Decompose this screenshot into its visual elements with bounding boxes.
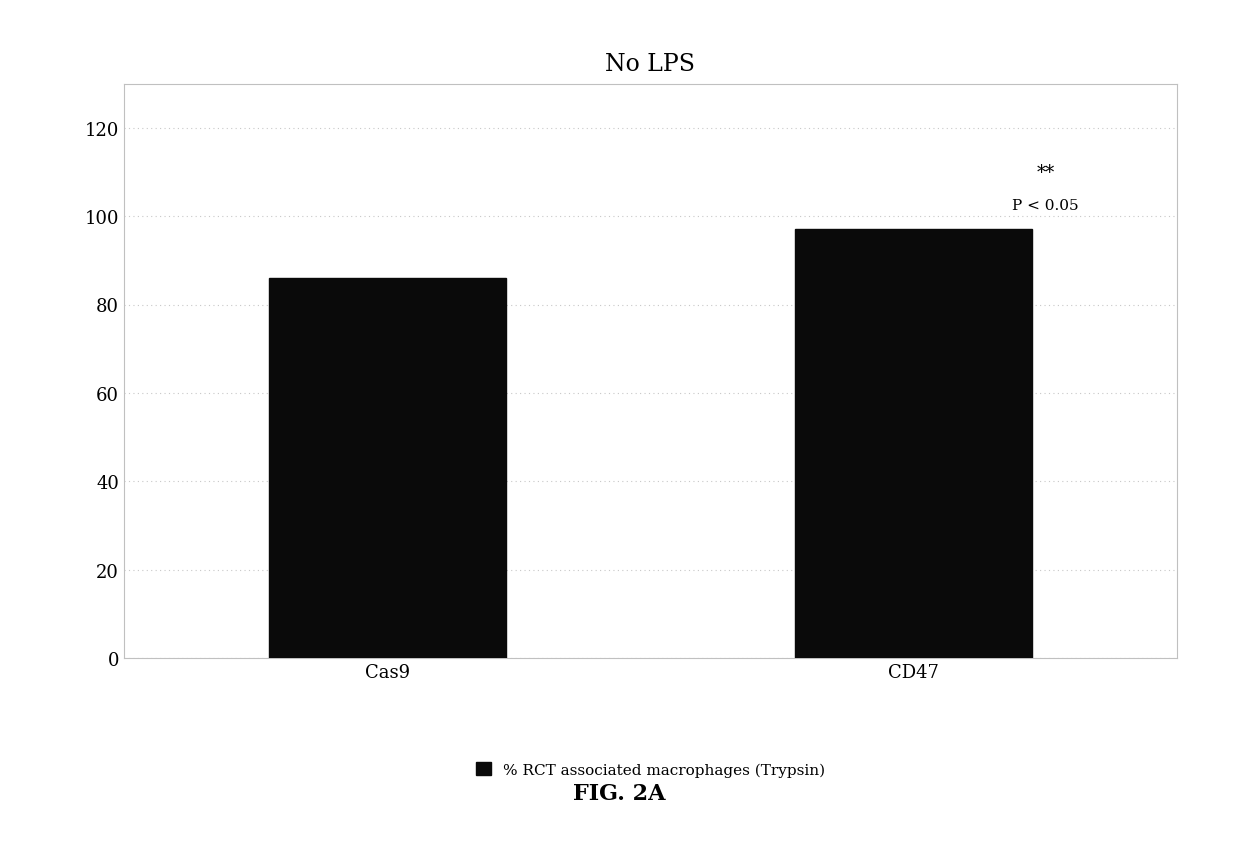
Text: P < 0.05: P < 0.05 bbox=[1012, 198, 1079, 213]
Legend: % RCT associated macrophages (Trypsin): % RCT associated macrophages (Trypsin) bbox=[476, 762, 825, 777]
Bar bbox=[269, 279, 506, 658]
Text: **: ** bbox=[1036, 164, 1054, 181]
Text: FIG. 2A: FIG. 2A bbox=[574, 782, 665, 804]
Title: No LPS: No LPS bbox=[606, 52, 695, 75]
Bar bbox=[795, 230, 1032, 658]
